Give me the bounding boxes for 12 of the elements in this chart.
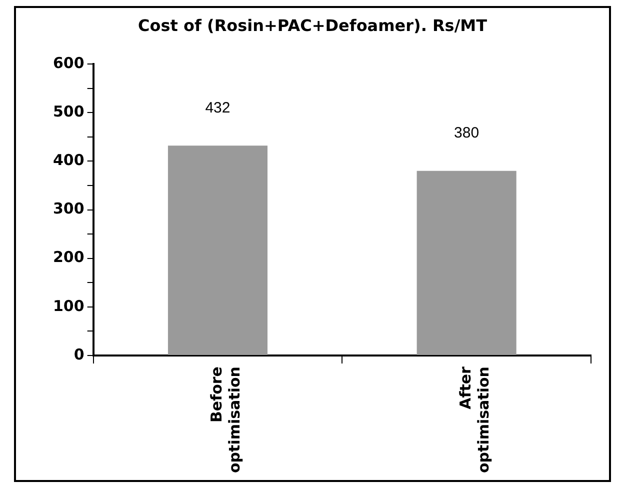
x-tick-label: After optimisation (456, 366, 492, 474)
y-tick-label: 300 (53, 200, 84, 218)
data-label: 432 (205, 99, 230, 116)
y-tick-label: 500 (53, 102, 84, 120)
y-tick-label: 0 (74, 345, 84, 364)
chart-title: Cost of (Rosin+PAC+Defoamer). Rs/MT (137, 16, 488, 35)
y-tick-label: 600 (53, 54, 84, 72)
data-label: 380 (454, 124, 480, 142)
y-tick-label: 400 (53, 151, 84, 170)
x-tick-label: Before optimisation (208, 366, 244, 474)
y-tick-label: 200 (53, 248, 84, 266)
y-tick-label: 100 (53, 296, 84, 315)
